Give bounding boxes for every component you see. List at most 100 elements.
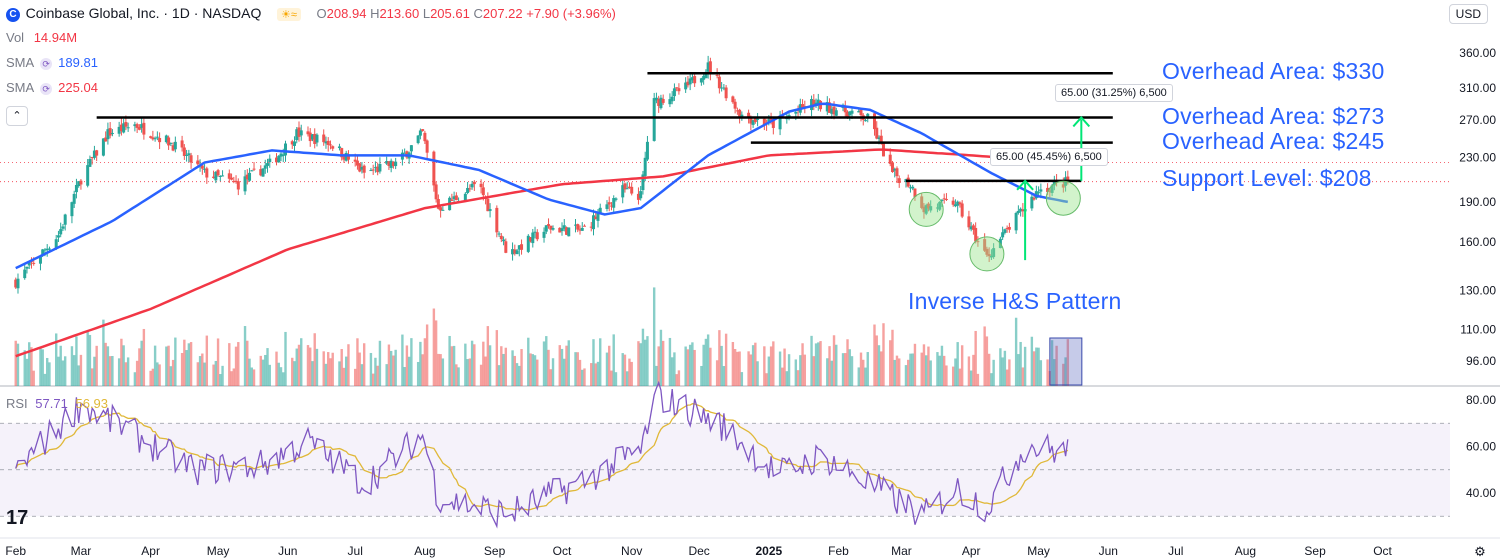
volume-bar (315, 348, 319, 386)
collapse-legend-button[interactable]: ⌃ (6, 106, 28, 126)
ohlc-values: O208.94 H213.60 L205.61 C207.22 +7.90 (+… (317, 6, 616, 21)
candle-body (371, 169, 375, 171)
volume-bar (659, 329, 663, 386)
candle-body (749, 118, 753, 124)
candle-body (911, 186, 915, 189)
candle-body (1066, 176, 1070, 183)
settings-gear-icon[interactable]: ⚙ (1474, 545, 1486, 560)
candle-body (140, 124, 144, 128)
candle-body (1014, 212, 1018, 231)
candle-body (702, 75, 706, 80)
volume-bar (1017, 354, 1020, 386)
candle-body (987, 254, 991, 257)
volume-bar (1021, 367, 1025, 386)
volume-bar (882, 323, 885, 386)
candle-body (403, 152, 407, 154)
volume-bar (828, 346, 831, 386)
volume-bar (374, 357, 377, 386)
volume-bar (434, 320, 438, 386)
volume-bar (309, 347, 312, 386)
close-value: 207.22 (482, 6, 523, 21)
volume-bar (452, 345, 456, 386)
volume-bar (293, 361, 296, 386)
volume-bar (608, 345, 611, 386)
volume-bar (763, 346, 766, 386)
candle-body (504, 241, 508, 253)
candle-body (753, 117, 757, 122)
candle-body (526, 235, 530, 252)
volume-bar (484, 356, 487, 386)
volume-bar (563, 358, 566, 386)
candle-body (421, 129, 425, 131)
symbol-title[interactable]: Coinbase Global, Inc. · 1D · NASDAQ (25, 5, 262, 21)
candle-body (74, 184, 78, 193)
candle-body (292, 141, 296, 146)
candle-body (205, 168, 209, 178)
candle-body (59, 229, 63, 235)
candle-body (250, 170, 254, 172)
volume-bar (1003, 350, 1007, 386)
candle-body (45, 248, 49, 251)
volume-bar (864, 367, 867, 386)
candle-body (1061, 184, 1065, 188)
sma50-legend[interactable]: SMA ⟳ 189.81 (6, 55, 98, 70)
candle-body (171, 145, 175, 151)
volume-bar (515, 363, 519, 386)
volume-bar (416, 361, 420, 386)
volume-bar (468, 358, 472, 386)
volume-bar (967, 356, 971, 386)
volume-bar (482, 341, 485, 386)
volume-bar (282, 372, 285, 386)
candle-body (230, 177, 234, 180)
sma200-legend[interactable]: SMA ⟳ 225.04 (6, 80, 98, 95)
candle-body (436, 199, 440, 209)
chevron-up-icon: ⌃ (12, 110, 22, 122)
volume-bar (183, 339, 186, 386)
volume-bar (486, 326, 490, 386)
volume-bar (59, 345, 62, 386)
volume-bar (25, 358, 29, 386)
volume-bar (279, 367, 283, 386)
price-tick-label: 230.00 (1459, 150, 1496, 164)
candle-body (16, 278, 20, 289)
volume-bar (322, 351, 325, 386)
volume-bar (736, 351, 739, 386)
candle-body (1021, 209, 1025, 212)
volume-bar (504, 347, 508, 386)
candle-body (497, 233, 501, 235)
candle-body (688, 78, 692, 85)
candle-body (434, 184, 438, 200)
candle-body (70, 202, 74, 217)
candle-body (77, 181, 81, 187)
volume-bar (612, 334, 615, 386)
sma1-label: SMA (6, 55, 35, 70)
volume-bar (639, 343, 642, 386)
candle-body (565, 227, 569, 235)
volume-bar (715, 360, 719, 386)
volume-bar (969, 370, 973, 386)
candle-body (778, 116, 782, 130)
volume-bar (545, 336, 548, 386)
candle-body (358, 163, 362, 172)
volume-bar (859, 352, 863, 386)
volume-bar (832, 335, 836, 386)
candle-body (275, 157, 279, 163)
volume-bar (688, 344, 692, 386)
volume-bar (691, 342, 694, 386)
candle-body (432, 151, 436, 186)
candle-body (940, 199, 944, 201)
candle-body (488, 209, 492, 211)
time-tick-label: Apr (141, 544, 160, 558)
candle-body (983, 239, 987, 251)
candle-body (929, 206, 933, 211)
volume-bar (756, 361, 759, 386)
volume-bar (497, 365, 501, 386)
volume-bar (724, 333, 728, 386)
volume-bar (785, 371, 789, 386)
time-tick-label: Feb (5, 544, 26, 558)
volume-bar (219, 374, 222, 386)
volume-bar (657, 346, 660, 386)
currency-selector[interactable]: USD (1448, 4, 1488, 24)
candle-body (654, 97, 658, 101)
